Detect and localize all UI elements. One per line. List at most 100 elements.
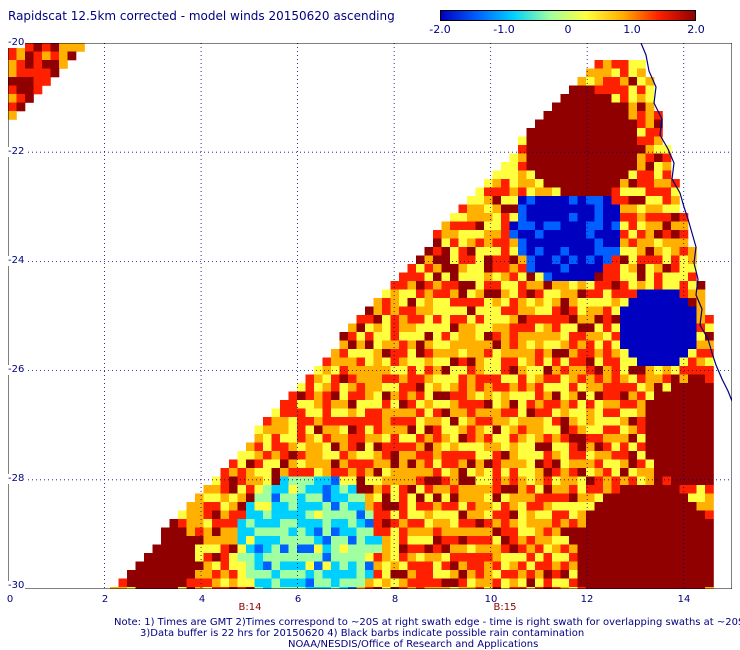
wind-cell [441, 408, 451, 418]
wind-cell [560, 561, 570, 571]
wind-cell [416, 570, 425, 579]
wind-cell [526, 145, 536, 154]
wind-cell [416, 485, 425, 494]
wind-cell [603, 451, 612, 460]
wind-cell [535, 366, 544, 375]
wind-cell [518, 162, 527, 171]
wind-cell [662, 476, 672, 486]
wind-cell [611, 162, 621, 171]
wind-cell [356, 510, 366, 520]
wind-cell [450, 417, 459, 426]
wind-cell [654, 196, 663, 205]
wind-cell [348, 323, 357, 333]
wind-cell [407, 281, 417, 290]
wind-cell [518, 570, 527, 579]
wind-cell [603, 340, 612, 350]
wind-cell [552, 400, 561, 409]
wind-cell [178, 527, 187, 537]
wind-cell [620, 264, 629, 273]
wind-cell [577, 323, 587, 333]
wind-cell [475, 425, 485, 435]
wind-cell [450, 561, 459, 571]
wind-cell [399, 391, 408, 401]
wind-cell [501, 578, 510, 588]
wind-cell [671, 179, 680, 188]
wind-cell [331, 442, 340, 452]
wind-cell [518, 145, 527, 154]
wind-cell [373, 306, 383, 316]
wind-cell [620, 238, 629, 248]
wind-cell [560, 374, 570, 384]
wind-cell [637, 221, 646, 231]
wind-cell [254, 442, 264, 452]
wind-cell [467, 408, 476, 418]
wind-cell [50, 43, 60, 52]
wind-cell [594, 60, 604, 69]
note-line-1: Note: 1) Times are GMT 2)Times correspon… [114, 617, 740, 628]
wind-cell [441, 553, 451, 562]
wind-cell [339, 510, 349, 520]
wind-cell [654, 306, 663, 316]
wind-cell [492, 187, 502, 197]
wind-cell [433, 502, 442, 511]
wind-cell [552, 434, 561, 443]
wind-cell [509, 519, 519, 528]
wind-cell [594, 255, 604, 265]
wind-cell [552, 408, 561, 418]
wind-cell [331, 357, 340, 367]
rev-label: B:14 [238, 602, 262, 613]
wind-cell [450, 306, 459, 316]
wind-cell [509, 264, 519, 273]
wind-cell [611, 204, 621, 214]
wind-cell [569, 162, 578, 171]
wind-cell [433, 340, 442, 350]
wind-cell [654, 221, 663, 231]
wind-cell [696, 332, 706, 341]
wind-cell [365, 536, 374, 545]
wind-cell [475, 544, 485, 554]
wind-cell [509, 340, 519, 350]
wind-cell [458, 213, 468, 222]
wind-cell [526, 468, 536, 477]
wind-cell [424, 578, 434, 588]
wind-cell [535, 162, 544, 171]
wind-cell [305, 374, 315, 384]
wind-cell [696, 391, 706, 401]
wind-cell [475, 238, 485, 248]
wind-cell [535, 451, 544, 460]
wind-cell [501, 476, 510, 486]
wind-cell [246, 510, 255, 520]
wind-cell [348, 553, 357, 562]
wind-cell [169, 519, 179, 528]
wind-cell [594, 77, 604, 86]
wind-cell [535, 476, 544, 486]
wind-cell [407, 519, 417, 528]
wind-cell [526, 502, 536, 511]
wind-cell [662, 570, 672, 579]
wind-cell [603, 493, 612, 503]
wind-cell [637, 111, 646, 120]
wind-cell [424, 323, 434, 333]
wind-cell [339, 502, 349, 511]
wind-cell [654, 170, 663, 180]
wind-cell [322, 527, 332, 537]
x-tick-label: 6 [294, 594, 302, 605]
wind-cell [560, 476, 570, 486]
wind-cell [331, 510, 340, 520]
wind-cell [705, 485, 714, 494]
wind-cell [424, 502, 434, 511]
wind-cell [671, 485, 680, 494]
wind-cell [433, 238, 442, 248]
wind-cell [424, 587, 434, 589]
wind-cell [662, 459, 672, 469]
wind-cell [603, 221, 612, 231]
wind-cell [603, 434, 612, 443]
wind-cell [594, 519, 604, 528]
wind-cell [637, 502, 646, 511]
wind-cell [484, 306, 493, 316]
wind-cell [560, 400, 570, 409]
wind-cell [671, 442, 680, 452]
wind-cell [577, 408, 587, 418]
wind-cell [637, 561, 646, 571]
wind-cell [288, 510, 298, 520]
